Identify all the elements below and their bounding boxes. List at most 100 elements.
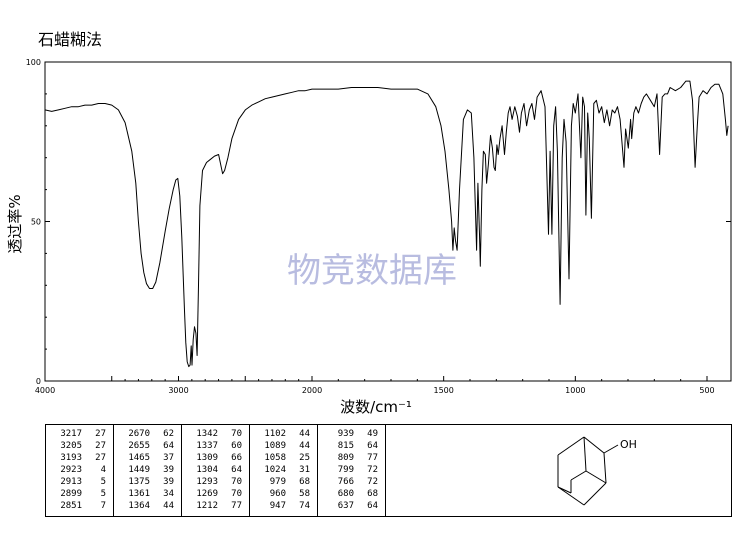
peak-transmittance: 70	[231, 489, 242, 499]
peak-row: 809 77	[318, 452, 385, 464]
plot-frame	[44, 61, 732, 382]
peak-wavenumber: 3217	[60, 429, 82, 439]
peak-row: 1342 70	[182, 428, 249, 440]
peak-wavenumber: 1024	[264, 465, 286, 475]
chart-ticks: 4000 3000 2000 1500 1000 500 0 50 100	[26, 58, 731, 395]
peak-transmittance: 64	[163, 441, 174, 451]
peak-wavenumber: 2655	[128, 441, 150, 451]
peak-row: 2913 5	[46, 476, 113, 488]
peak-transmittance: 5	[100, 477, 106, 487]
peak-row: 1089 44	[250, 440, 317, 452]
chart-axes	[44, 61, 732, 382]
x-tick-label: 3000	[168, 386, 188, 395]
adamantanol-structure: OH	[557, 436, 637, 506]
peak-row: 1375 39	[114, 476, 181, 488]
peak-row: 1293 70	[182, 476, 249, 488]
peak-wavenumber: 766	[337, 477, 354, 487]
peak-transmittance: 5	[100, 489, 106, 499]
peak-row: 3193 27	[46, 452, 113, 464]
peak-wavenumber: 2851	[60, 501, 82, 511]
peak-transmittance: 60	[231, 441, 242, 451]
peak-transmittance: 72	[367, 477, 378, 487]
peak-wavenumber: 1293	[196, 477, 218, 487]
peak-wavenumber: 2899	[60, 489, 82, 499]
peak-row: 3217 27	[46, 428, 113, 440]
peak-transmittance: 58	[299, 489, 310, 499]
y-axis-label: 透过率%	[6, 194, 24, 253]
peak-transmittance: 39	[163, 465, 174, 475]
peak-row: 637 64	[318, 500, 385, 512]
peak-transmittance: 27	[95, 453, 106, 463]
x-tick-label: 2000	[302, 386, 322, 395]
bond	[583, 482, 607, 506]
x-axis-label: 波数/cm⁻¹	[340, 398, 412, 416]
peak-wavenumber: 3205	[60, 441, 82, 451]
x-tick-label: 4000	[35, 386, 55, 395]
peak-wavenumber: 939	[337, 429, 354, 439]
peak-transmittance: 7	[100, 501, 106, 511]
peak-table: 3217 27 3205 27 3193 27 2923 4 2913 5 2899 5 2851 7 26…	[45, 424, 732, 517]
structure-diagram: OH	[436, 425, 731, 516]
peak-wavenumber: 2670	[128, 429, 150, 439]
peak-wavenumber: 1304	[196, 465, 218, 475]
peak-row: 680 68	[318, 488, 385, 500]
y-tick-label: 50	[31, 218, 41, 227]
peak-column: 2670 62 2655 64 1465 37 1449 39 1375 39 1361 34 1364…	[114, 425, 182, 516]
peak-transmittance: 77	[367, 453, 378, 463]
peak-row: 960 58	[250, 488, 317, 500]
peak-row: 815 64	[318, 440, 385, 452]
peak-wavenumber: 1269	[196, 489, 218, 499]
peak-row: 2923 4	[46, 464, 113, 476]
peak-transmittance: 66	[231, 453, 242, 463]
bond	[603, 444, 619, 454]
peak-row: 1465 37	[114, 452, 181, 464]
peak-transmittance: 27	[95, 429, 106, 439]
peak-row: 947 74	[250, 500, 317, 512]
peak-wavenumber: 1342	[196, 429, 218, 439]
peak-wavenumber: 1089	[264, 441, 286, 451]
peak-wavenumber: 799	[337, 465, 354, 475]
peak-wavenumber: 947	[269, 501, 286, 511]
peak-row: 1337 60	[182, 440, 249, 452]
peak-row: 2851 7	[46, 500, 113, 512]
x-tick-label: 500	[699, 386, 714, 395]
peak-wavenumber: 1449	[128, 465, 150, 475]
peak-wavenumber: 3193	[60, 453, 82, 463]
peak-row: 1361 34	[114, 488, 181, 500]
peak-wavenumber: 1058	[264, 453, 286, 463]
peak-transmittance: 49	[367, 429, 378, 439]
peak-row: 2670 62	[114, 428, 181, 440]
peak-transmittance: 68	[367, 489, 378, 499]
peak-row: 1449 39	[114, 464, 181, 476]
spectrum-line	[44, 80, 729, 368]
peak-transmittance: 64	[367, 441, 378, 451]
peak-transmittance: 4	[100, 465, 106, 475]
bond	[570, 470, 587, 481]
peak-wavenumber: 960	[269, 489, 286, 499]
bond	[557, 486, 585, 506]
peak-row: 1212 77	[182, 500, 249, 512]
peak-transmittance: 37	[163, 453, 174, 463]
peak-transmittance: 44	[299, 441, 310, 451]
peak-transmittance: 25	[299, 453, 310, 463]
peak-transmittance: 72	[367, 465, 378, 475]
peak-wavenumber: 1102	[264, 429, 286, 439]
peak-wavenumber: 1364	[128, 501, 150, 511]
peak-transmittance: 64	[367, 501, 378, 511]
peak-row: 1304 64	[182, 464, 249, 476]
spectrum-series	[44, 80, 729, 368]
peak-wavenumber: 2913	[60, 477, 82, 487]
watermark: 物竞数据库	[287, 251, 457, 291]
peak-row: 1058 25	[250, 452, 317, 464]
peak-row: 3205 27	[46, 440, 113, 452]
peak-transmittance: 34	[163, 489, 174, 499]
peak-transmittance: 74	[299, 501, 310, 511]
y-tick-label: 0	[36, 377, 41, 386]
peak-row: 939 49	[318, 428, 385, 440]
bond	[557, 486, 572, 494]
bond	[557, 436, 585, 456]
peak-wavenumber: 809	[337, 453, 354, 463]
peak-transmittance: 44	[163, 501, 174, 511]
peak-transmittance: 39	[163, 477, 174, 487]
peak-row: 1309 66	[182, 452, 249, 464]
